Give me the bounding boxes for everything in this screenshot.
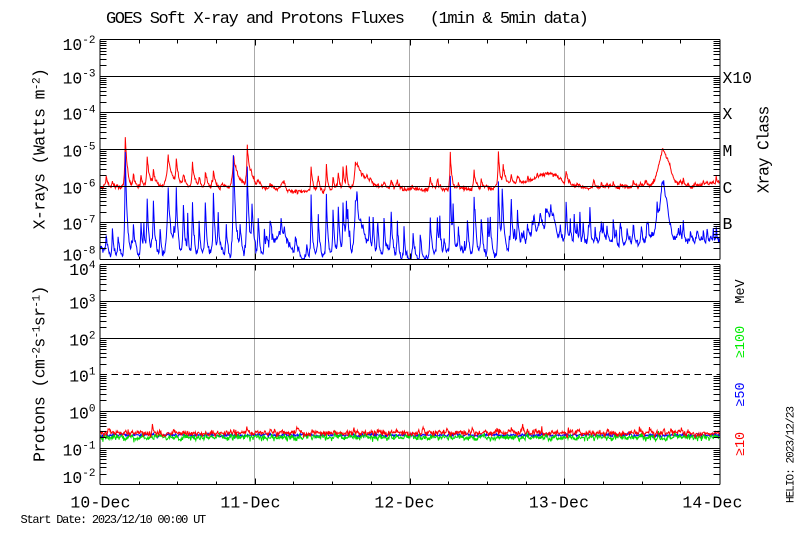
svg-text:-6: -6 xyxy=(82,179,95,191)
svg-text:-4: -4 xyxy=(82,105,96,117)
svg-text:10: 10 xyxy=(63,106,83,125)
svg-text:≥50: ≥50 xyxy=(734,382,749,406)
svg-text:≥100: ≥100 xyxy=(734,326,749,358)
svg-text:HELIO: 2023/12/23: HELIO: 2023/12/23 xyxy=(786,407,798,503)
svg-text:-1: -1 xyxy=(82,441,96,453)
svg-text:10: 10 xyxy=(63,143,83,162)
svg-text:4: 4 xyxy=(89,260,96,272)
svg-text:Xray Class: Xray Class xyxy=(755,106,774,193)
svg-text:10: 10 xyxy=(69,332,89,351)
svg-text:10: 10 xyxy=(63,469,83,488)
svg-text:Protons (cm-2s-1sr-1): Protons (cm-2s-1sr-1) xyxy=(31,286,50,462)
svg-text:10: 10 xyxy=(63,442,83,461)
svg-text:2: 2 xyxy=(89,331,96,343)
svg-text:10: 10 xyxy=(69,295,89,314)
svg-text:13-Dec: 13-Dec xyxy=(529,494,589,513)
svg-text:Start Date: 2023/12/10 00:00 U: Start Date: 2023/12/10 00:00 UT xyxy=(21,513,207,527)
svg-text:10: 10 xyxy=(63,36,83,55)
svg-text:0: 0 xyxy=(89,404,96,416)
svg-text:-2: -2 xyxy=(82,35,95,47)
svg-text:≥10: ≥10 xyxy=(734,432,749,456)
svg-text:12-Dec: 12-Dec xyxy=(374,494,434,513)
svg-text:-8: -8 xyxy=(82,246,95,258)
svg-text:10: 10 xyxy=(63,247,83,266)
svg-text:B: B xyxy=(723,215,733,234)
svg-text:-5: -5 xyxy=(82,142,95,154)
svg-text:1: 1 xyxy=(89,367,96,379)
svg-text:10: 10 xyxy=(69,405,89,424)
svg-text:X10: X10 xyxy=(723,69,753,88)
svg-text:MeV: MeV xyxy=(734,278,749,303)
svg-text:X: X xyxy=(723,105,733,124)
svg-text:-2: -2 xyxy=(82,468,95,480)
svg-text:M: M xyxy=(723,142,733,161)
svg-text:-7: -7 xyxy=(82,215,95,227)
svg-text:3: 3 xyxy=(89,294,96,306)
svg-text:14-Dec: 14-Dec xyxy=(682,494,742,513)
svg-text:10: 10 xyxy=(63,70,83,89)
svg-text:10: 10 xyxy=(69,368,89,387)
svg-text:-3: -3 xyxy=(82,69,95,81)
svg-text:11-Dec: 11-Dec xyxy=(220,494,280,513)
svg-text:10: 10 xyxy=(69,261,89,280)
svg-text:10: 10 xyxy=(63,180,83,199)
svg-text:GOES Soft X-ray and Protons Fl: GOES Soft X-ray and Protons Fluxes (1min… xyxy=(106,10,587,29)
svg-text:C: C xyxy=(723,179,733,198)
svg-text:X-rays (Watts m-2): X-rays (Watts m-2) xyxy=(31,69,50,230)
svg-text:10: 10 xyxy=(63,216,83,235)
svg-text:10-Dec: 10-Dec xyxy=(70,494,130,513)
